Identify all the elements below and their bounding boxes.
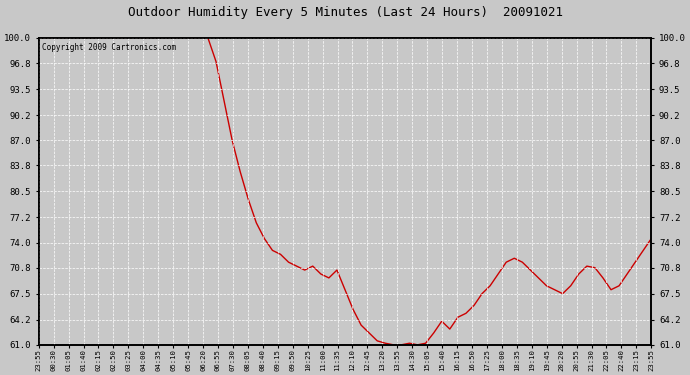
Text: Copyright 2009 Cartronics.com: Copyright 2009 Cartronics.com xyxy=(41,42,176,51)
Text: Outdoor Humidity Every 5 Minutes (Last 24 Hours)  20091021: Outdoor Humidity Every 5 Minutes (Last 2… xyxy=(128,6,562,19)
